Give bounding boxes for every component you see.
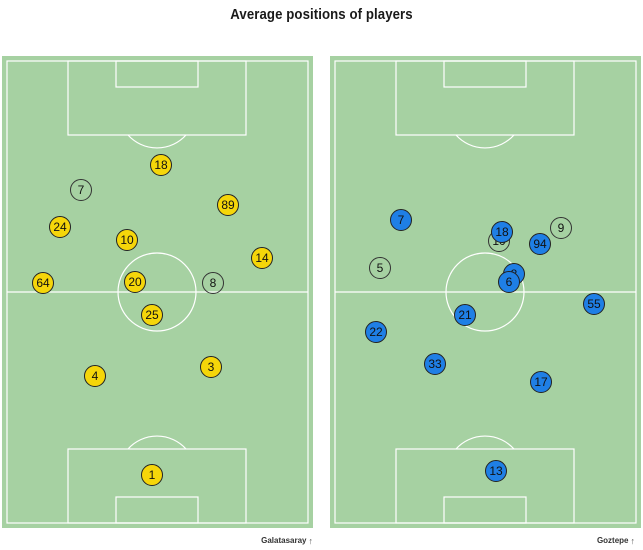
pitch-goztepe [330, 56, 641, 528]
galatasaray-player-10: 10 [116, 229, 138, 251]
galatasaray-player-89: 89 [217, 194, 239, 216]
galatasaray-player-18: 18 [150, 154, 172, 176]
goztepe-player-18: 18 [491, 221, 513, 243]
pitch-galatasaray [2, 56, 313, 528]
galatasaray-player-8-sub: 8 [202, 272, 224, 294]
galatasaray-player-7-sub: 7 [70, 179, 92, 201]
goztepe-player-5-sub: 5 [369, 257, 391, 279]
team-label-goztepe: Goztepe ↑ [597, 536, 635, 545]
goztepe-player-21: 21 [454, 304, 476, 326]
galatasaray-player-24: 24 [49, 216, 71, 238]
goztepe-player-17: 17 [530, 371, 552, 393]
up-arrow-icon: ↑ [630, 535, 636, 546]
goztepe-player-55: 55 [583, 293, 605, 315]
pitch-lines [334, 60, 637, 524]
galatasaray-player-1: 1 [141, 464, 163, 486]
galatasaray-player-3: 3 [200, 356, 222, 378]
galatasaray-player-14: 14 [251, 247, 273, 269]
goztepe-player-6: 6 [498, 271, 520, 293]
goztepe-player-33: 33 [424, 353, 446, 375]
team-name: Goztepe [596, 536, 629, 545]
goztepe-player-94: 94 [529, 233, 551, 255]
up-arrow-icon: ↑ [308, 535, 314, 546]
goztepe-player-13: 13 [485, 460, 507, 482]
chart-title: Average positions of players [230, 6, 413, 23]
goztepe-player-22: 22 [365, 321, 387, 343]
goztepe-player-7: 7 [390, 209, 412, 231]
galatasaray-player-64: 64 [32, 272, 54, 294]
galatasaray-player-25: 25 [141, 304, 163, 326]
pitch-lines [6, 60, 309, 524]
team-name: Galatasaray [261, 536, 307, 545]
goztepe-player-9-sub: 9 [550, 217, 572, 239]
galatasaray-player-4: 4 [84, 365, 106, 387]
galatasaray-player-20: 20 [124, 271, 146, 293]
team-label-galatasaray: Galatasaray ↑ [261, 536, 313, 545]
